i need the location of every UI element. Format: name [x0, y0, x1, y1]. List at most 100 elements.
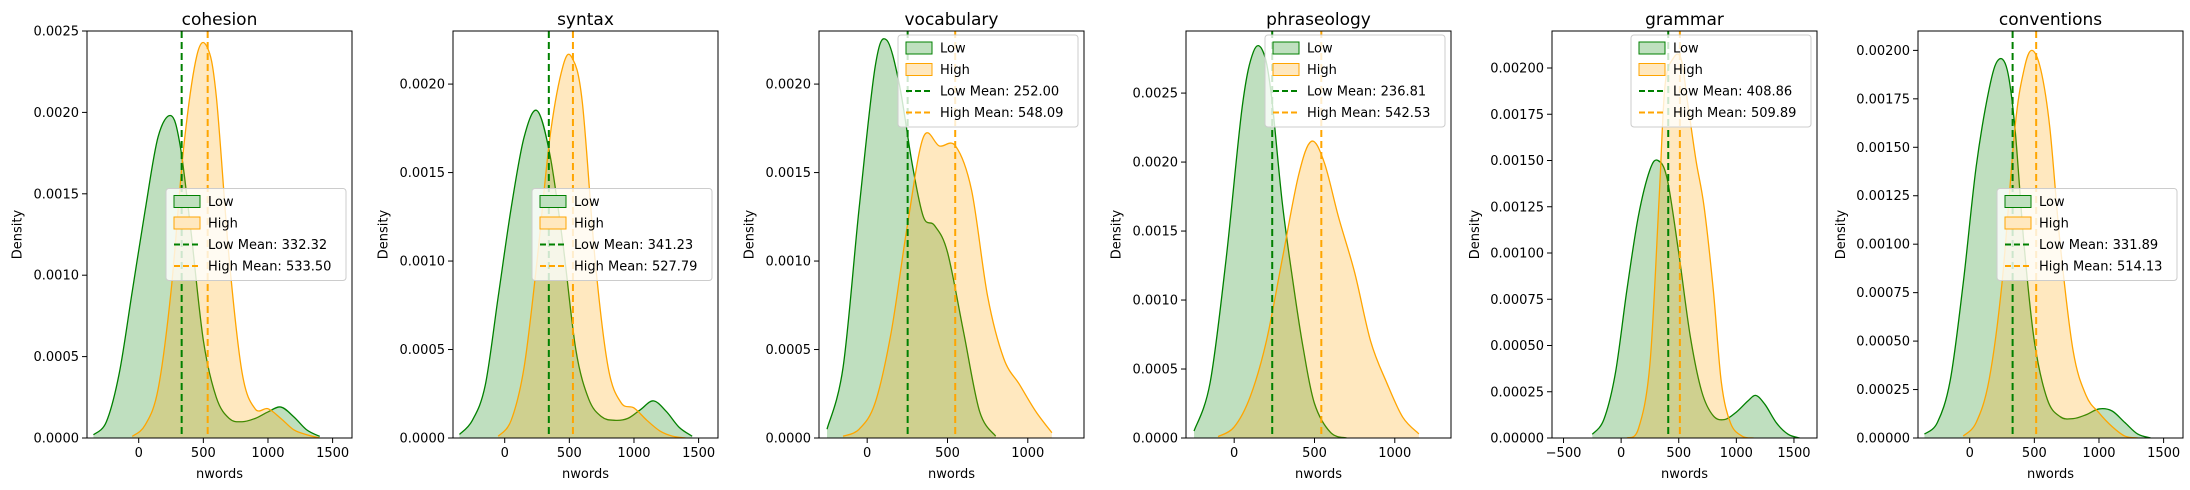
legend-box [531, 188, 713, 281]
density-line-low [1591, 159, 1800, 438]
y-tick-label: 0.0010 [400, 255, 446, 270]
legend-label: Low Mean: 341.23 [574, 238, 693, 253]
x-tick-label: 0 [501, 446, 509, 461]
legend-label: Low Mean: 332.32 [208, 238, 327, 253]
density-area-low [93, 115, 320, 438]
y-tick-label: 0.00125 [1490, 200, 1544, 215]
legend-swatch [2004, 195, 2032, 208]
x-tick-label: 500 [557, 446, 582, 461]
panel-grammar: −500 0 500 1000 1500 0.00000 0.00025 0.00050 0.0… [1468, 10, 1818, 482]
legend: Low High Low Mean: 252.00 High Mean: 548.09 [897, 34, 1079, 128]
y-tick-label: 0.00200 [1490, 62, 1544, 77]
x-tick-label: 0 [863, 446, 871, 461]
x-tick-label: 1000 [617, 446, 650, 461]
legend-label: Low Mean: 236.81 [1307, 85, 1426, 100]
x-tick-label: 1500 [682, 446, 715, 461]
y-tick-label: 0.0010 [1133, 294, 1179, 309]
density-line-high [131, 41, 320, 438]
legend-swatch [1272, 41, 1300, 55]
chart-title: conventions [1999, 10, 2102, 30]
legend-box [1996, 188, 2178, 281]
density-area-low [1592, 159, 1800, 438]
x-tick-label: 1000 [1720, 446, 1753, 461]
density-line-high [1217, 140, 1420, 438]
legend-box [165, 188, 347, 281]
legend-box [1630, 34, 1812, 128]
panel-cohesion: 0 500 1000 1500 0.0000 0.0005 0.0010 0.0015 0.00… [10, 10, 353, 482]
x-tick-label: 0 [135, 446, 143, 461]
x-tick-label: 500 [935, 446, 960, 461]
legend: Low High Low Mean: 341.23 High Mean: 527.79 [531, 188, 713, 281]
y-tick-label: 0.0015 [1133, 225, 1179, 240]
x-axis-label: nwords [1295, 467, 1342, 482]
x-tick-label: 1000 [1378, 446, 1411, 461]
legend-swatch [539, 195, 567, 208]
legend-swatch [905, 41, 933, 55]
y-axis-label: Density [742, 209, 757, 259]
legend-label: High [2039, 217, 2069, 232]
legend-label: High [574, 217, 604, 232]
density-line-low [458, 109, 693, 437]
y-tick-label: 0.00125 [1856, 189, 1910, 204]
legend-box [1264, 34, 1446, 128]
x-tick-label: 500 [1302, 446, 1327, 461]
y-tick-label: 0.0010 [34, 269, 80, 284]
density-line-high [497, 53, 686, 438]
y-tick-label: 0.0000 [1133, 432, 1179, 447]
y-tick-label: 0.0000 [400, 432, 446, 447]
legend: Low High Low Mean: 332.32 High Mean: 533.50 [165, 188, 347, 281]
chart-title: cohesion [182, 10, 258, 30]
y-tick-label: 0.00175 [1856, 92, 1910, 107]
x-tick-label: 1000 [251, 446, 284, 461]
chart-title: vocabulary [905, 10, 999, 30]
panel-conventions: 0 500 1000 1500 0.00000 0.00025 0.00050 0.00075… [1834, 10, 2184, 482]
chart-title: phraseology [1266, 10, 1371, 30]
legend-swatch [173, 216, 201, 230]
legend-box [897, 34, 1079, 128]
legend-swatch [539, 216, 567, 230]
density-line-high [842, 132, 1053, 437]
panel-phraseology: 0 500 1000 0.0000 0.0005 0.0010 0.0015 0.0020 0.… [1109, 10, 1452, 482]
x-tick-label: 500 [2022, 446, 2047, 461]
y-tick-label: 0.00025 [1490, 385, 1544, 400]
y-tick-label: 0.0020 [1133, 156, 1179, 171]
plot-frame [1185, 30, 1452, 439]
y-tick-label: 0.00025 [1856, 383, 1910, 398]
x-tick-label: −500 [1546, 446, 1582, 461]
legend-swatch [1272, 63, 1300, 76]
y-tick-label: 0.00075 [1856, 286, 1910, 301]
y-tick-label: 0.0020 [766, 78, 812, 93]
density-area-high [843, 132, 1052, 438]
plot-frame [452, 30, 719, 439]
legend-label: High [940, 63, 970, 78]
density-area-low [1194, 45, 1347, 438]
legend: Low High Low Mean: 331.89 High Mean: 514.13 [1996, 188, 2178, 281]
y-tick-label: 0.0025 [1133, 87, 1179, 102]
x-tick-label: 0 [1966, 446, 1974, 461]
density-line-high [1962, 49, 2138, 438]
density-line-low [92, 114, 320, 437]
legend-label: High [1673, 63, 1703, 78]
legend-label: High Mean: 542.53 [1307, 106, 1430, 121]
y-tick-label: 0.00150 [1856, 141, 1910, 156]
legend-label: Low [208, 195, 234, 210]
y-axis-label: Density [1109, 209, 1124, 259]
x-axis-label: nwords [1661, 467, 1708, 482]
legend-label: High [1307, 63, 1337, 78]
x-tick-label: 0 [1617, 446, 1625, 461]
y-tick-label: 0.0015 [34, 187, 80, 202]
x-tick-label: 500 [1666, 446, 1691, 461]
x-tick-label: 0 [1230, 446, 1238, 461]
y-tick-label: 0.00075 [1490, 293, 1544, 308]
y-tick-label: 0.0020 [400, 78, 446, 93]
legend-swatch [2004, 216, 2032, 230]
y-tick-label: 0.0025 [34, 25, 80, 40]
plot-frame [86, 30, 353, 439]
x-axis-label: nwords [196, 467, 243, 482]
y-tick-label: 0.0000 [766, 432, 812, 447]
y-axis-label: Density [10, 209, 25, 259]
x-tick-label: 500 [191, 446, 216, 461]
legend-label: Low [940, 42, 966, 57]
legend-label: Low [2039, 195, 2065, 210]
